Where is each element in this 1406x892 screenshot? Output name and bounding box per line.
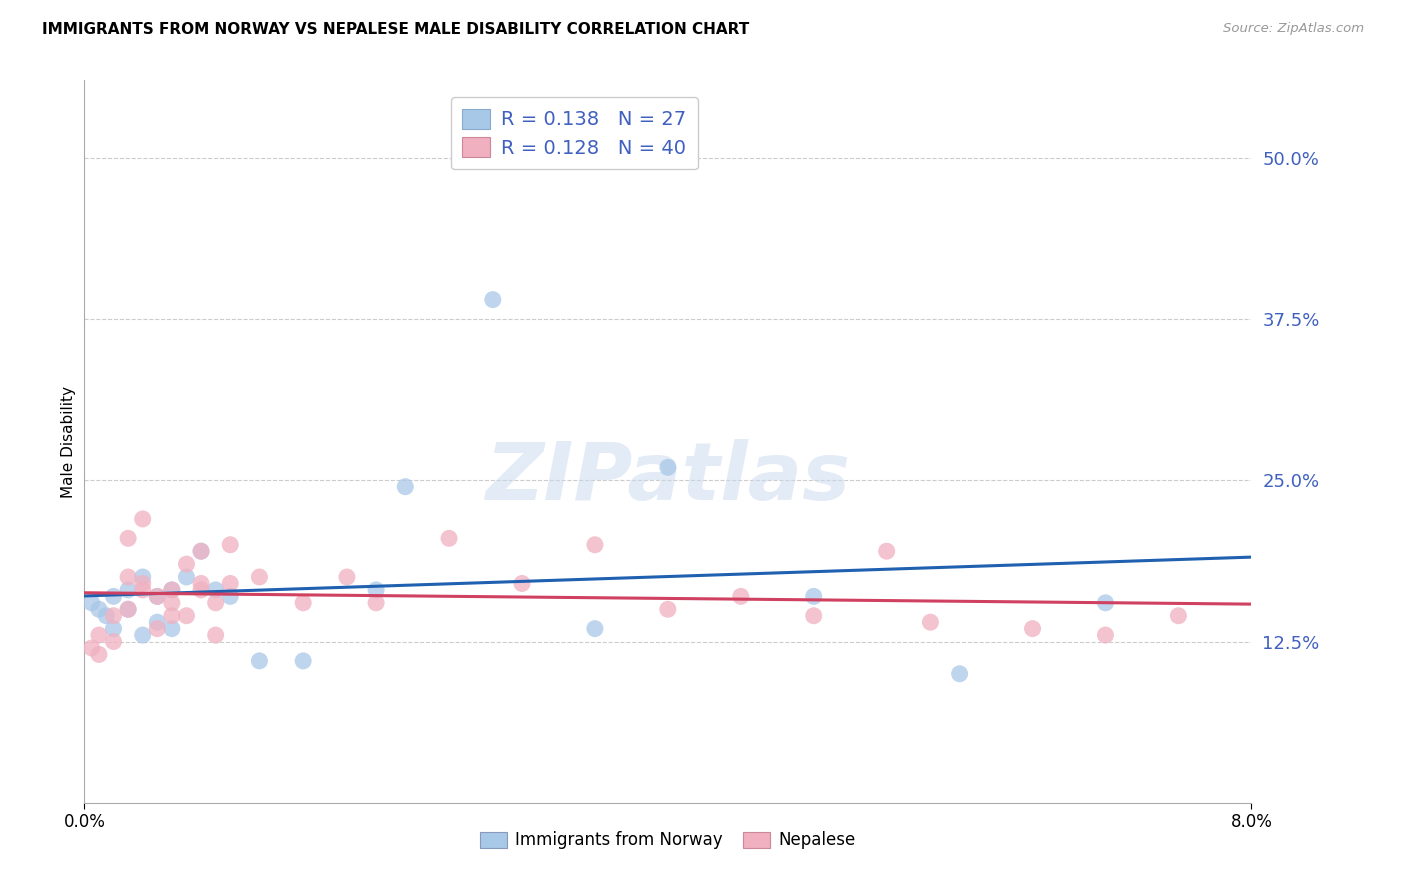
Point — [1094, 628, 1116, 642]
Point — [160, 582, 183, 597]
Point — [117, 582, 139, 597]
Point — [132, 628, 155, 642]
Point — [103, 622, 125, 636]
Point — [920, 615, 942, 630]
Point — [176, 608, 198, 623]
Point — [219, 590, 242, 604]
Point — [437, 531, 460, 545]
Point — [219, 576, 242, 591]
Point — [249, 654, 271, 668]
Point — [160, 622, 183, 636]
Point — [87, 648, 110, 662]
Point — [204, 628, 226, 642]
Y-axis label: Male Disability: Male Disability — [60, 385, 76, 498]
Point — [657, 602, 679, 616]
Point — [176, 557, 198, 571]
Text: ZIPatlas: ZIPatlas — [485, 439, 851, 516]
Point — [132, 576, 155, 591]
Point — [146, 590, 169, 604]
Point — [510, 576, 533, 591]
Point — [583, 622, 606, 636]
Point — [176, 570, 198, 584]
Point — [103, 608, 125, 623]
Point — [249, 570, 271, 584]
Point — [803, 608, 825, 623]
Legend: Immigrants from Norway, Nepalese: Immigrants from Norway, Nepalese — [474, 824, 862, 856]
Point — [160, 582, 183, 597]
Point — [146, 590, 169, 604]
Point — [292, 654, 315, 668]
Point — [103, 590, 125, 604]
Point — [803, 590, 825, 604]
Point — [292, 596, 315, 610]
Point — [366, 582, 388, 597]
Point — [103, 634, 125, 648]
Point — [1021, 622, 1043, 636]
Point — [80, 596, 103, 610]
Point — [336, 570, 359, 584]
Point — [190, 582, 212, 597]
Point — [132, 570, 155, 584]
Point — [657, 460, 679, 475]
Point — [730, 590, 752, 604]
Point — [204, 582, 226, 597]
Point — [190, 544, 212, 558]
Point — [160, 608, 183, 623]
Point — [160, 596, 183, 610]
Point — [366, 596, 388, 610]
Point — [146, 615, 169, 630]
Point — [117, 602, 139, 616]
Point — [1167, 608, 1189, 623]
Point — [132, 582, 155, 597]
Point — [132, 512, 155, 526]
Point — [96, 608, 118, 623]
Point — [1094, 596, 1116, 610]
Point — [219, 538, 242, 552]
Point — [876, 544, 898, 558]
Point — [204, 596, 226, 610]
Text: Source: ZipAtlas.com: Source: ZipAtlas.com — [1223, 22, 1364, 36]
Point — [117, 570, 139, 584]
Point — [117, 531, 139, 545]
Point — [87, 628, 110, 642]
Point — [117, 602, 139, 616]
Point — [949, 666, 972, 681]
Point — [80, 640, 103, 655]
Point — [482, 293, 505, 307]
Point — [87, 602, 110, 616]
Point — [190, 544, 212, 558]
Point — [146, 622, 169, 636]
Point — [394, 480, 416, 494]
Text: IMMIGRANTS FROM NORWAY VS NEPALESE MALE DISABILITY CORRELATION CHART: IMMIGRANTS FROM NORWAY VS NEPALESE MALE … — [42, 22, 749, 37]
Point — [583, 538, 606, 552]
Point — [190, 576, 212, 591]
